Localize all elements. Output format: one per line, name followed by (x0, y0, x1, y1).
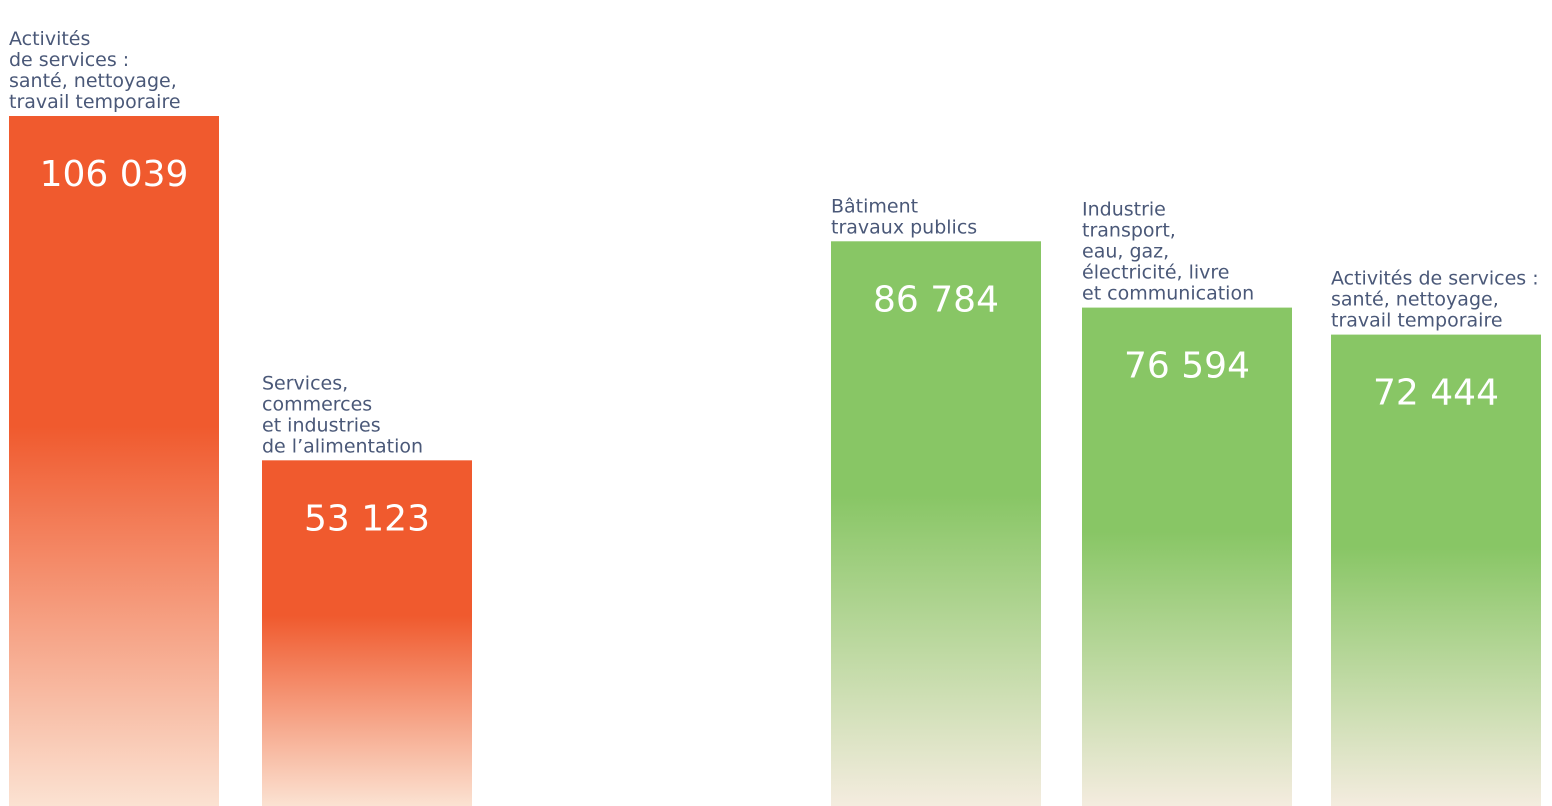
bar-1 (9, 116, 219, 806)
bar-category-label-line: Activités de services : (1331, 268, 1539, 290)
bar-group-3: 86 784 Bâtiment travaux publics (831, 195, 1041, 806)
bar-category-label-2: Services, commerces et industries de l’alim… (262, 372, 423, 457)
bar-category-label-4: Industrie transport, eau, gaz, électricité,… (1082, 199, 1254, 305)
bar-category-label-line: et industries (262, 414, 381, 436)
bar-category-label-line: électricité, livre (1082, 262, 1229, 284)
bar-category-label-5: Activités de services : santé, nettoyage,… (1331, 268, 1539, 332)
bar-value-label-4: 76 594 (1124, 346, 1250, 387)
bar-category-label-line: de services : (9, 49, 129, 71)
bar-value-label-1: 106 039 (40, 154, 189, 195)
bar-category-label-line: Bâtiment (831, 195, 918, 217)
bar-category-label-line: santé, nettoyage, (1331, 289, 1499, 311)
bar-category-label-3: Bâtiment travaux publics (831, 195, 977, 238)
bar-group-1: 106 039 Activités de services : santé, nett… (9, 28, 219, 806)
bar-category-label-line: eau, gaz, (1082, 241, 1169, 263)
bar-category-label-line: travail temporaire (1331, 310, 1503, 332)
bar-group-5: 72 444 Activités de services : santé, nett… (1331, 268, 1541, 806)
bar-category-label-line: travaux publics (831, 216, 977, 238)
bar-category-label-line: Industrie (1082, 199, 1166, 221)
bar-value-label-5: 72 444 (1373, 373, 1499, 414)
bar-category-label-line: santé, nettoyage, (9, 70, 177, 92)
bar-category-label-1: Activités de services : santé, nettoyage, t… (9, 28, 181, 113)
bar-category-label-line: Activités (9, 28, 90, 50)
bar-2 (262, 460, 472, 806)
bar-group-2: 53 123 Services, commerces et industries de … (262, 372, 472, 806)
bar-category-label-line: transport, (1082, 220, 1176, 242)
bar-value-label-3: 86 784 (873, 279, 999, 320)
bar-group-4: 76 594 Industrie transport, eau, gaz, électr… (1082, 199, 1292, 806)
bar-3 (831, 241, 1041, 806)
bar-category-label-line: travail temporaire (9, 91, 181, 113)
bar-value-label-2: 53 123 (304, 498, 430, 539)
bar-category-label-line: commerces (262, 393, 372, 415)
bar-category-label-line: Services, (262, 372, 348, 394)
bar-4 (1082, 307, 1292, 806)
bar-category-label-line: et communication (1082, 283, 1254, 305)
bar-5 (1331, 334, 1541, 806)
bar-category-label-line: de l’alimentation (262, 435, 423, 457)
